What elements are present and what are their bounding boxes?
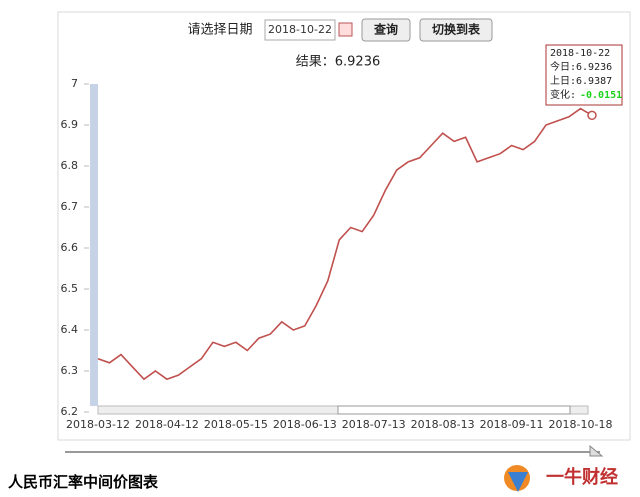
- caption: 人民币汇率中间价图表: [8, 473, 159, 491]
- tooltip-previous: 上日:6.9387: [550, 75, 612, 87]
- y-tick-label: 6.2: [61, 405, 79, 418]
- date-input[interactable]: [264, 19, 336, 41]
- x-tick-label: 2018-05-15: [204, 418, 268, 431]
- line: [97, 107, 593, 381]
- result: 结果：6.9236: [296, 55, 381, 70]
- y-tick-label: 7: [71, 77, 78, 90]
- y-tick-label: 6.6: [61, 241, 79, 254]
- query-label: 查询: [373, 22, 398, 37]
- y-tick-label: 6.7: [61, 200, 79, 213]
- y-tick-label: 6.3: [61, 364, 79, 377]
- x-tick-label: 2018-08-13: [411, 418, 475, 431]
- tooltip-today: 今日:6.9236: [550, 60, 612, 73]
- tooltip-date: 2018-10-22: [550, 48, 610, 59]
- calendar-icon[interactable]: [338, 22, 353, 37]
- date-prompt: 请选择日期: [187, 23, 252, 38]
- v-scrollbar[interactable]: [90, 84, 98, 406]
- brand: 一牛财经: [546, 466, 618, 488]
- brand-icon-part: [508, 472, 528, 492]
- x-tick-label: 2018-07-13: [342, 418, 406, 431]
- tooltip-change-label: 变化:: [550, 88, 576, 101]
- slider-knob[interactable]: [589, 444, 604, 457]
- y-tick-label: 6.4: [61, 323, 79, 336]
- query-button[interactable]: [361, 18, 411, 42]
- panel: [57, 11, 631, 441]
- switch-label: 切换到表: [432, 22, 481, 37]
- switch-button[interactable]: [419, 18, 493, 42]
- x-tick-label: 2018-06-13: [273, 418, 337, 431]
- y-tick-label: 6.9: [61, 118, 79, 131]
- y-tick-label: 6.5: [61, 282, 79, 295]
- tooltip-change-value: -0.0151: [580, 90, 622, 101]
- x-tick-label: 2018-09-11: [480, 418, 544, 431]
- date-value: 2018-10-22: [268, 23, 332, 36]
- scroll-handle[interactable]: [337, 405, 571, 415]
- x-tick-label: 2018-10-18: [549, 418, 613, 431]
- x-tick-label: 2018-04-12: [135, 418, 199, 431]
- y-tick-label: 6.8: [61, 159, 79, 172]
- point: [587, 110, 597, 121]
- tooltip: [545, 44, 623, 106]
- x-tick-label: 2018-03-12: [66, 418, 130, 431]
